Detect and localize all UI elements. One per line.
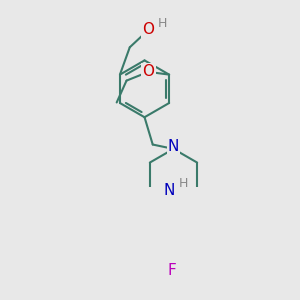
Text: N: N — [164, 183, 175, 198]
Text: N: N — [168, 139, 179, 154]
Text: O: O — [142, 64, 154, 80]
Text: O: O — [142, 22, 154, 37]
Text: H: H — [179, 177, 188, 190]
Text: F: F — [167, 263, 176, 278]
Text: H: H — [158, 17, 167, 30]
